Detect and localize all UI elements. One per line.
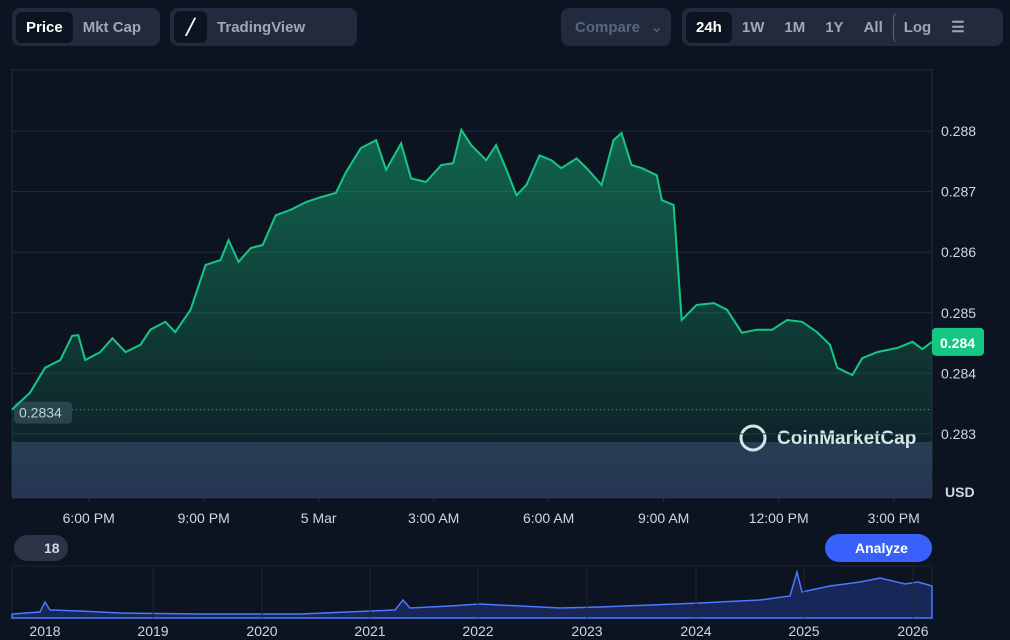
- current-price-tag: [932, 327, 984, 356]
- year-label: 2023: [571, 623, 602, 639]
- current-price-label: 0.284: [940, 335, 975, 351]
- y-tick-label: 0.284: [941, 365, 976, 381]
- compare-button[interactable]: Compare ⌄: [561, 8, 671, 46]
- year-label: 2020: [246, 623, 277, 639]
- y-tick-label: 0.285: [941, 305, 976, 321]
- x-tick-label: 3:00 PM: [868, 510, 920, 526]
- year-label: 2019: [137, 623, 168, 639]
- year-label: 2025: [788, 623, 819, 639]
- history-badge[interactable]: [14, 535, 68, 561]
- plot-frame: [11, 69, 933, 499]
- settings-button[interactable]: ☰: [951, 19, 965, 36]
- range-button[interactable]: 1W: [741, 18, 765, 36]
- analyze-button[interactable]: [825, 534, 932, 562]
- chevron: ⌄: [650, 19, 664, 36]
- analyze-label: Analyze: [855, 540, 908, 556]
- range-button[interactable]: 24h: [686, 11, 732, 43]
- price-area: [12, 129, 932, 498]
- line-button[interactable]: ╱: [174, 11, 208, 43]
- open-price-tag: [14, 401, 72, 424]
- overview-axis: 2018 2019 2020 2021 2022 2023 2024 2025 2026: [29, 566, 929, 639]
- range-button[interactable]: 1M: [784, 18, 806, 36]
- y-tick-label: 0.287: [941, 184, 976, 200]
- volume-area: [12, 442, 932, 498]
- year-label: 2018: [29, 623, 60, 639]
- year-label: 2024: [680, 623, 711, 639]
- metric-toggle: Price Mkt Cap: [12, 8, 160, 46]
- year-label: 2021: [354, 623, 385, 639]
- y-tick-label: 0.286: [941, 244, 976, 260]
- x-tick-label: 6:00 AM: [523, 510, 574, 526]
- year-label: 2026: [897, 623, 928, 639]
- y-tick-label: 0.288: [941, 123, 976, 139]
- x-tick-label: 5 Mar: [301, 510, 337, 526]
- price-line: [11, 127, 933, 411]
- y-tick-label: 0.283: [941, 426, 976, 442]
- log-button[interactable]: Log: [892, 11, 942, 43]
- range-button[interactable]: All: [863, 18, 883, 36]
- overview-frame: [11, 565, 933, 619]
- mkt-cap-button[interactable]: Mkt Cap: [82, 18, 142, 36]
- x-tick-label: 9:00 AM: [638, 510, 689, 526]
- x-tick-label: 12:00 PM: [749, 510, 809, 526]
- watermark: CoinMarketCap: [777, 428, 916, 449]
- cmc-logo: [739, 424, 767, 452]
- history-count: 18: [44, 540, 60, 556]
- x-tick-label: 9:00 PM: [178, 510, 230, 526]
- chart-style: ╱ TradingView: [170, 8, 357, 46]
- compare-label: Compare: [575, 18, 641, 36]
- price-button[interactable]: Price: [16, 11, 73, 43]
- range-button[interactable]: 1Y: [825, 18, 844, 36]
- currency-label: USD: [945, 484, 975, 500]
- overview-line: [11, 569, 933, 619]
- x-tick-label: 6:00 PM: [63, 510, 115, 526]
- range-toggle: 24h 1W 1M 1Y All Log ☰: [682, 8, 1003, 46]
- tradingview-button[interactable]: TradingView: [217, 18, 306, 36]
- open-price-label: 0.2834: [19, 405, 62, 421]
- year-label: 2022: [462, 623, 493, 639]
- x-tick-label: 3:00 AM: [408, 510, 459, 526]
